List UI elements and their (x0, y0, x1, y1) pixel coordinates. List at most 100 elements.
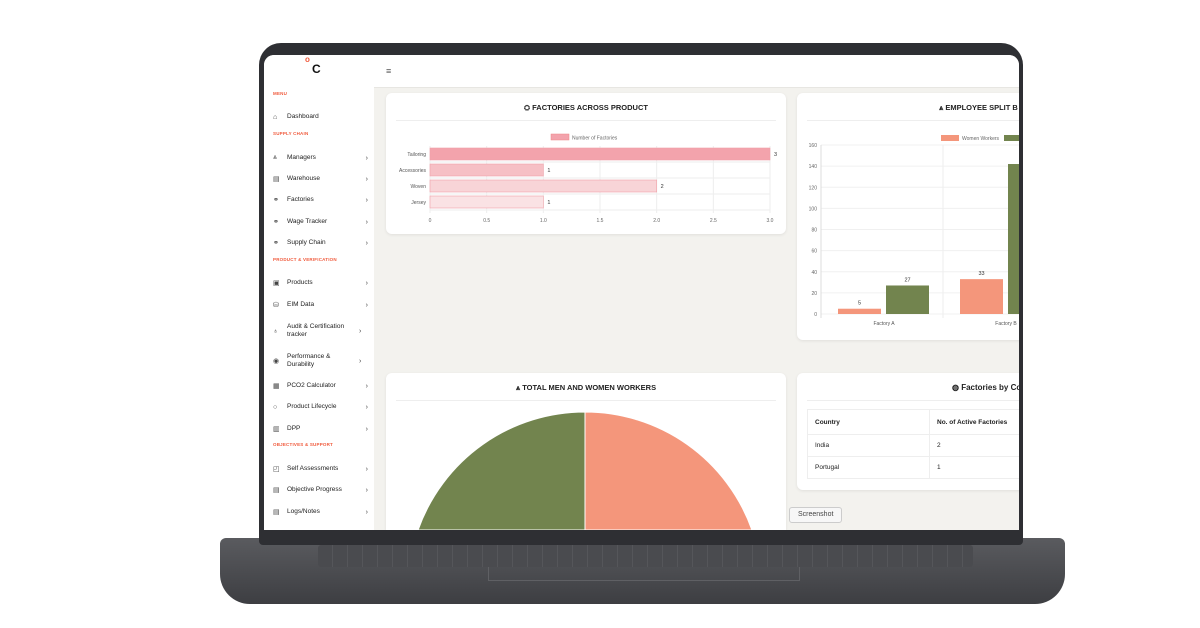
menu-toggle-icon[interactable]: ≡ (386, 66, 392, 76)
y-tick-label: 160 (809, 143, 818, 149)
file-icon: ▤ (273, 509, 280, 516)
warehouse-icon: ▤ (273, 176, 280, 183)
title-text: FACTORIES ACROSS PRODUCT (532, 103, 648, 112)
sidebar-item-dpp[interactable]: ▥ DPP › (273, 425, 368, 433)
users-icon: ⩓ (273, 154, 277, 161)
sidebar-item-audit-certification-tracker[interactable]: ♁ Audit & Certification tracker › (273, 323, 368, 339)
sidebar-item-self-assessments[interactable]: ◰ Self Assessments › (273, 465, 368, 473)
x-tick-label: 3.0 (767, 218, 774, 224)
bar-jersey (429, 195, 544, 209)
sidebar-item-logs-notes[interactable]: ▤ Logs/Notes › (273, 508, 368, 516)
table-header-row: Country No. of Active Factories (807, 409, 1019, 435)
x-tick-label: 1.0 (540, 218, 547, 224)
workers-pie-chart (417, 411, 753, 530)
total-workers-card: ⩓ TOTAL MEN AND WOMEN WORKERS (386, 373, 786, 530)
sidebar-item-warehouse[interactable]: ▤ Warehouse › (273, 175, 368, 183)
chevron-right-icon: › (365, 425, 368, 433)
cell-country: India (807, 434, 930, 457)
y-tick-label: 60 (811, 249, 817, 255)
legend-label: Number of Factories (572, 136, 618, 142)
chevron-right-icon: › (365, 175, 368, 183)
sidebar-item-objective-progress[interactable]: ▤ Objective Progress › (273, 486, 368, 494)
sidebar-section-label: MENU (273, 91, 288, 96)
table-row: India 2 (807, 434, 1019, 457)
clipboard-icon: ▣ (273, 280, 280, 287)
x-tick-label: Factory B (995, 321, 1017, 327)
sidebar-item-managers[interactable]: ⩓ Managers › (273, 154, 368, 162)
data-label: 5 (858, 301, 861, 307)
bar-factory-a (886, 285, 929, 314)
sidebar-item-label: Objective Progress (287, 486, 342, 493)
factories-country-table: Country No. of Active Factories India 2 Po… (807, 409, 1019, 479)
chevron-right-icon: › (365, 196, 368, 204)
x-tick-label: 0 (429, 218, 432, 224)
title-text: EMPLOYEE SPLIT B (945, 103, 1018, 112)
y-tick-label: 0 (814, 312, 817, 318)
bar-factory-a (838, 308, 881, 314)
database-icon: ⛁ (273, 302, 279, 309)
data-label: 3 (774, 152, 777, 158)
divider (807, 400, 1019, 401)
chevron-right-icon: › (365, 218, 368, 226)
sidebar-item-label: Dashboard (287, 113, 319, 120)
legend-swatch (941, 135, 959, 141)
sidebar-item-performance-durability[interactable]: ◉ Performance & Durability › (273, 353, 368, 369)
sidebar-item-eim-data[interactable]: ⛁ EIM Data › (273, 301, 368, 309)
sidebar-item-label: Audit & Certification tracker (287, 323, 345, 338)
document-icon: ▥ (273, 426, 280, 433)
sidebar-item-label: Supply Chain (287, 239, 326, 246)
sidebar-section-label: OBJECTIVES & SUPPORT (273, 442, 334, 447)
chevron-right-icon: › (365, 403, 368, 411)
sidebar-item-factories[interactable]: ⚭ Factories › (273, 196, 368, 204)
y-tick-label: Jersey (411, 200, 426, 206)
factories-bar-chart: Number of Factories 0 0.5 1.0 1.5 2.0 2.5 3.0 Ta… (399, 133, 777, 224)
home-icon: ⌂ (273, 113, 278, 121)
y-tick-label: 120 (809, 185, 818, 191)
pie-slice-women (584, 411, 753, 530)
bar-tailoring (429, 147, 771, 161)
chevron-right-icon: › (365, 239, 368, 247)
sidebar-item-product-lifecycle[interactable]: ○ Product Lifecycle › (273, 403, 368, 411)
sidebar-section-label: SUPPLY CHAIN (273, 131, 309, 136)
globe-icon: ◍ (952, 383, 959, 392)
data-label: 2 (661, 184, 664, 190)
divider (396, 120, 776, 121)
y-tick-label: Woven (411, 184, 427, 190)
users-icon: ⩓ (939, 103, 944, 112)
bar-factory-b (960, 279, 1003, 314)
link-icon: ⚭ (273, 240, 279, 247)
factories-across-product-card: ⛭ FACTORIES ACROSS PRODUCT Number of Fac… (386, 93, 786, 234)
sidebar-item-wage-tracker[interactable]: ⚭ Wage Tracker › (273, 218, 368, 226)
divider (396, 400, 776, 401)
x-tick-label: 2.5 (710, 218, 717, 224)
title-text: Factories by Co (961, 383, 1019, 392)
chevron-right-icon: › (365, 154, 368, 162)
pie-slice-men (417, 411, 586, 530)
bar-accessories (429, 163, 544, 177)
sidebar-item-label: Logs/Notes (287, 508, 320, 515)
title-text: TOTAL MEN AND WOMEN WORKERS (522, 383, 657, 392)
chevron-right-icon: › (365, 382, 368, 390)
sidebar-item-products[interactable]: ▣ Products › (273, 279, 368, 287)
chevron-right-icon: › (365, 465, 368, 473)
sidebar-item-dashboard[interactable]: ⌂ Dashboard (273, 113, 368, 121)
legend-swatch (1004, 135, 1019, 141)
card-title: ⛭ FACTORIES ACROSS PRODUCT (386, 103, 786, 113)
logo-letter: C (312, 62, 321, 76)
employee-split-bar-chart: Women Workers 0 20 40 60 80 100 120 140 160 5 27 Fac… (809, 135, 1019, 327)
screenshot-button[interactable]: Screenshot (789, 507, 843, 523)
sidebar-item-label: Self Assessments (287, 465, 339, 472)
chevron-right-icon: › (365, 279, 368, 287)
edit-icon: ◰ (273, 466, 280, 473)
data-label: 27 (904, 277, 910, 283)
sidebar-item-label: Warehouse (287, 175, 320, 182)
sidebar-item-supply-chain[interactable]: ⚭ Supply Chain › (273, 239, 368, 247)
y-tick-label: 100 (809, 206, 818, 212)
sidebar-item-pco2-calculator[interactable]: ▦ PCO2 Calculator › (273, 382, 368, 390)
card-title: ⩓ TOTAL MEN AND WOMEN WORKERS (386, 383, 786, 393)
y-tick-label: 80 (811, 228, 817, 234)
x-tick-label: Factory A (873, 321, 895, 327)
chevron-right-icon: › (365, 486, 368, 494)
